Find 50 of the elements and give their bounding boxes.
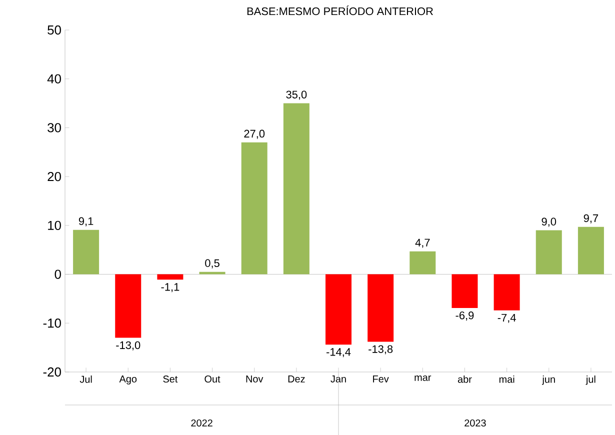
x-tick-label: Fev <box>373 375 389 382</box>
data-label: 27,0 <box>244 130 265 139</box>
bar <box>452 274 478 308</box>
data-label: -13,0 <box>116 341 140 350</box>
bar <box>536 230 562 274</box>
x-tick-label: jul <box>586 375 596 385</box>
x-tick-label: Jul <box>80 375 92 383</box>
x-tick-label: Nov <box>246 375 264 382</box>
data-label: -6,9 <box>456 311 474 320</box>
text: 2023 <box>464 419 486 426</box>
x-tick-label: Ago <box>119 375 137 384</box>
data-label: -7,4 <box>498 314 516 323</box>
x-tick-label: mar <box>414 375 432 381</box>
data-label: 0,5 <box>205 259 220 268</box>
data-label: 35,0 <box>286 90 307 100</box>
bar <box>410 251 436 274</box>
y-tick-label: 0 <box>54 270 61 279</box>
y-tick-label: 40 <box>47 74 61 84</box>
data-label: -14,4 <box>326 348 351 357</box>
y-tick-label: 10 <box>48 220 61 230</box>
chart-title: BASE:MESMO PERÍODO ANTERIOR <box>247 5 433 16</box>
bar <box>494 274 520 310</box>
x-tick-label: jun <box>542 375 555 385</box>
data-label: -1,1 <box>161 283 180 292</box>
x-tick-label: Set <box>163 375 178 382</box>
x-tick-label: abr <box>458 375 472 383</box>
x-tick-label: Jan <box>330 375 346 382</box>
x-tick-label: mai <box>499 375 514 383</box>
y-tick-label: -10 <box>43 318 61 328</box>
data-label: 4,7 <box>415 238 430 248</box>
y-tick-label: 50 <box>48 25 61 34</box>
bar <box>115 274 142 338</box>
bar <box>73 230 100 274</box>
y-tick-label: 30 <box>48 123 61 132</box>
text: 2022 <box>191 419 212 426</box>
bar <box>199 272 226 274</box>
bar <box>241 142 268 274</box>
bar <box>368 274 394 342</box>
x-tick-label: Dez <box>288 375 305 382</box>
y-tick-label: -20 <box>43 367 61 376</box>
data-label: 9,1 <box>78 217 94 226</box>
bar <box>326 274 352 345</box>
y-tick-label: 20 <box>48 172 61 182</box>
data-label: 9,7 <box>584 214 598 224</box>
bar <box>578 226 604 274</box>
bar <box>283 103 310 274</box>
data-label: 9,0 <box>542 218 556 227</box>
bar <box>157 274 184 280</box>
x-tick-label: Out <box>204 375 220 382</box>
data-label: -13,8 <box>368 345 393 354</box>
